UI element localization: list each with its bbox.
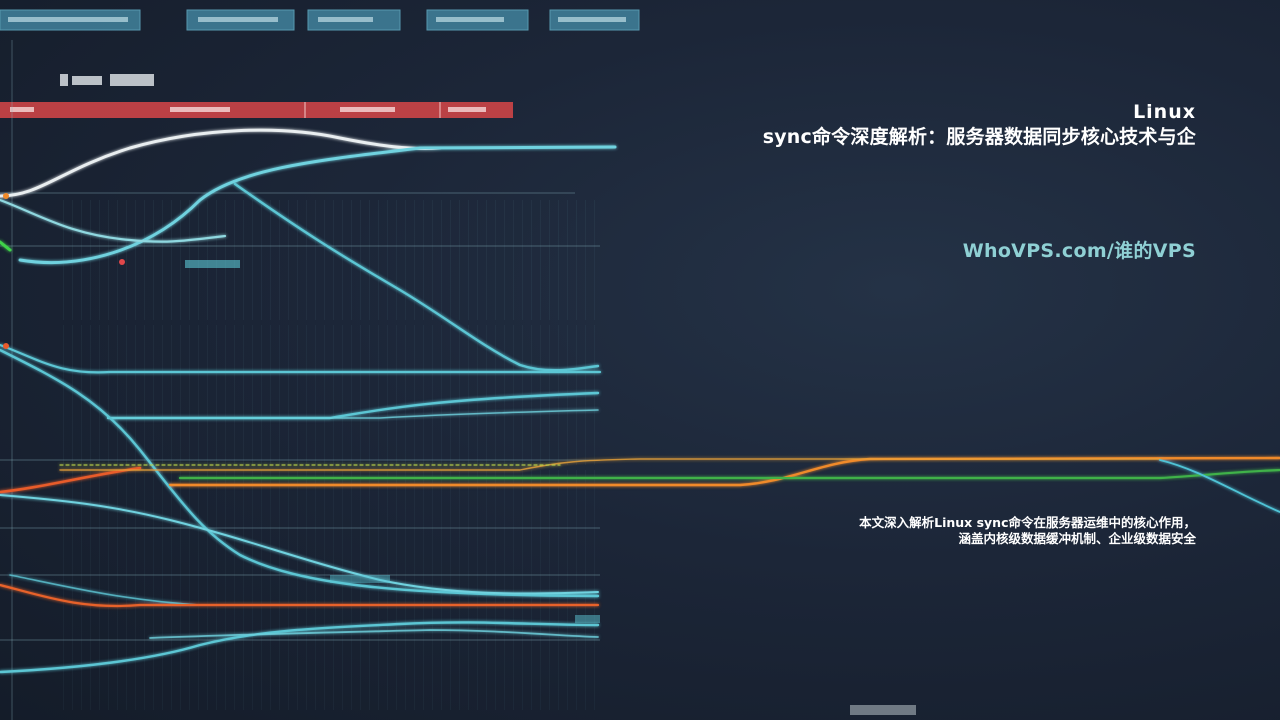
description-line-1: 本文深入解析Linux sync命令在服务器运维中的核心作用， <box>859 515 1196 530</box>
decorative-red-bar <box>0 102 513 118</box>
decorative-curves <box>0 128 1280 674</box>
decorative-tabs <box>0 9 640 31</box>
decorative-hatch-areas <box>60 200 600 710</box>
decorative-markers <box>3 193 916 715</box>
decorative-header-glyph <box>60 74 154 86</box>
title-line-1: Linux <box>1133 101 1196 123</box>
decorative-grid-lines <box>0 192 1280 641</box>
description: 本文深入解析Linux sync命令在服务器运维中的核心作用， 涵盖内核级数据缓… <box>859 515 1196 547</box>
decorative-left-axis <box>10 40 18 720</box>
title-line-2: sync命令深度解析：服务器数据同步核心技术与企 <box>762 126 1196 148</box>
description-line-2: 涵盖内核级数据缓冲机制、企业级数据安全 <box>958 531 1196 546</box>
site-watermark: WhoVPS.com/谁的VPS <box>962 240 1196 262</box>
page-title: Linux sync命令深度解析：服务器数据同步核心技术与企 <box>763 100 1196 150</box>
